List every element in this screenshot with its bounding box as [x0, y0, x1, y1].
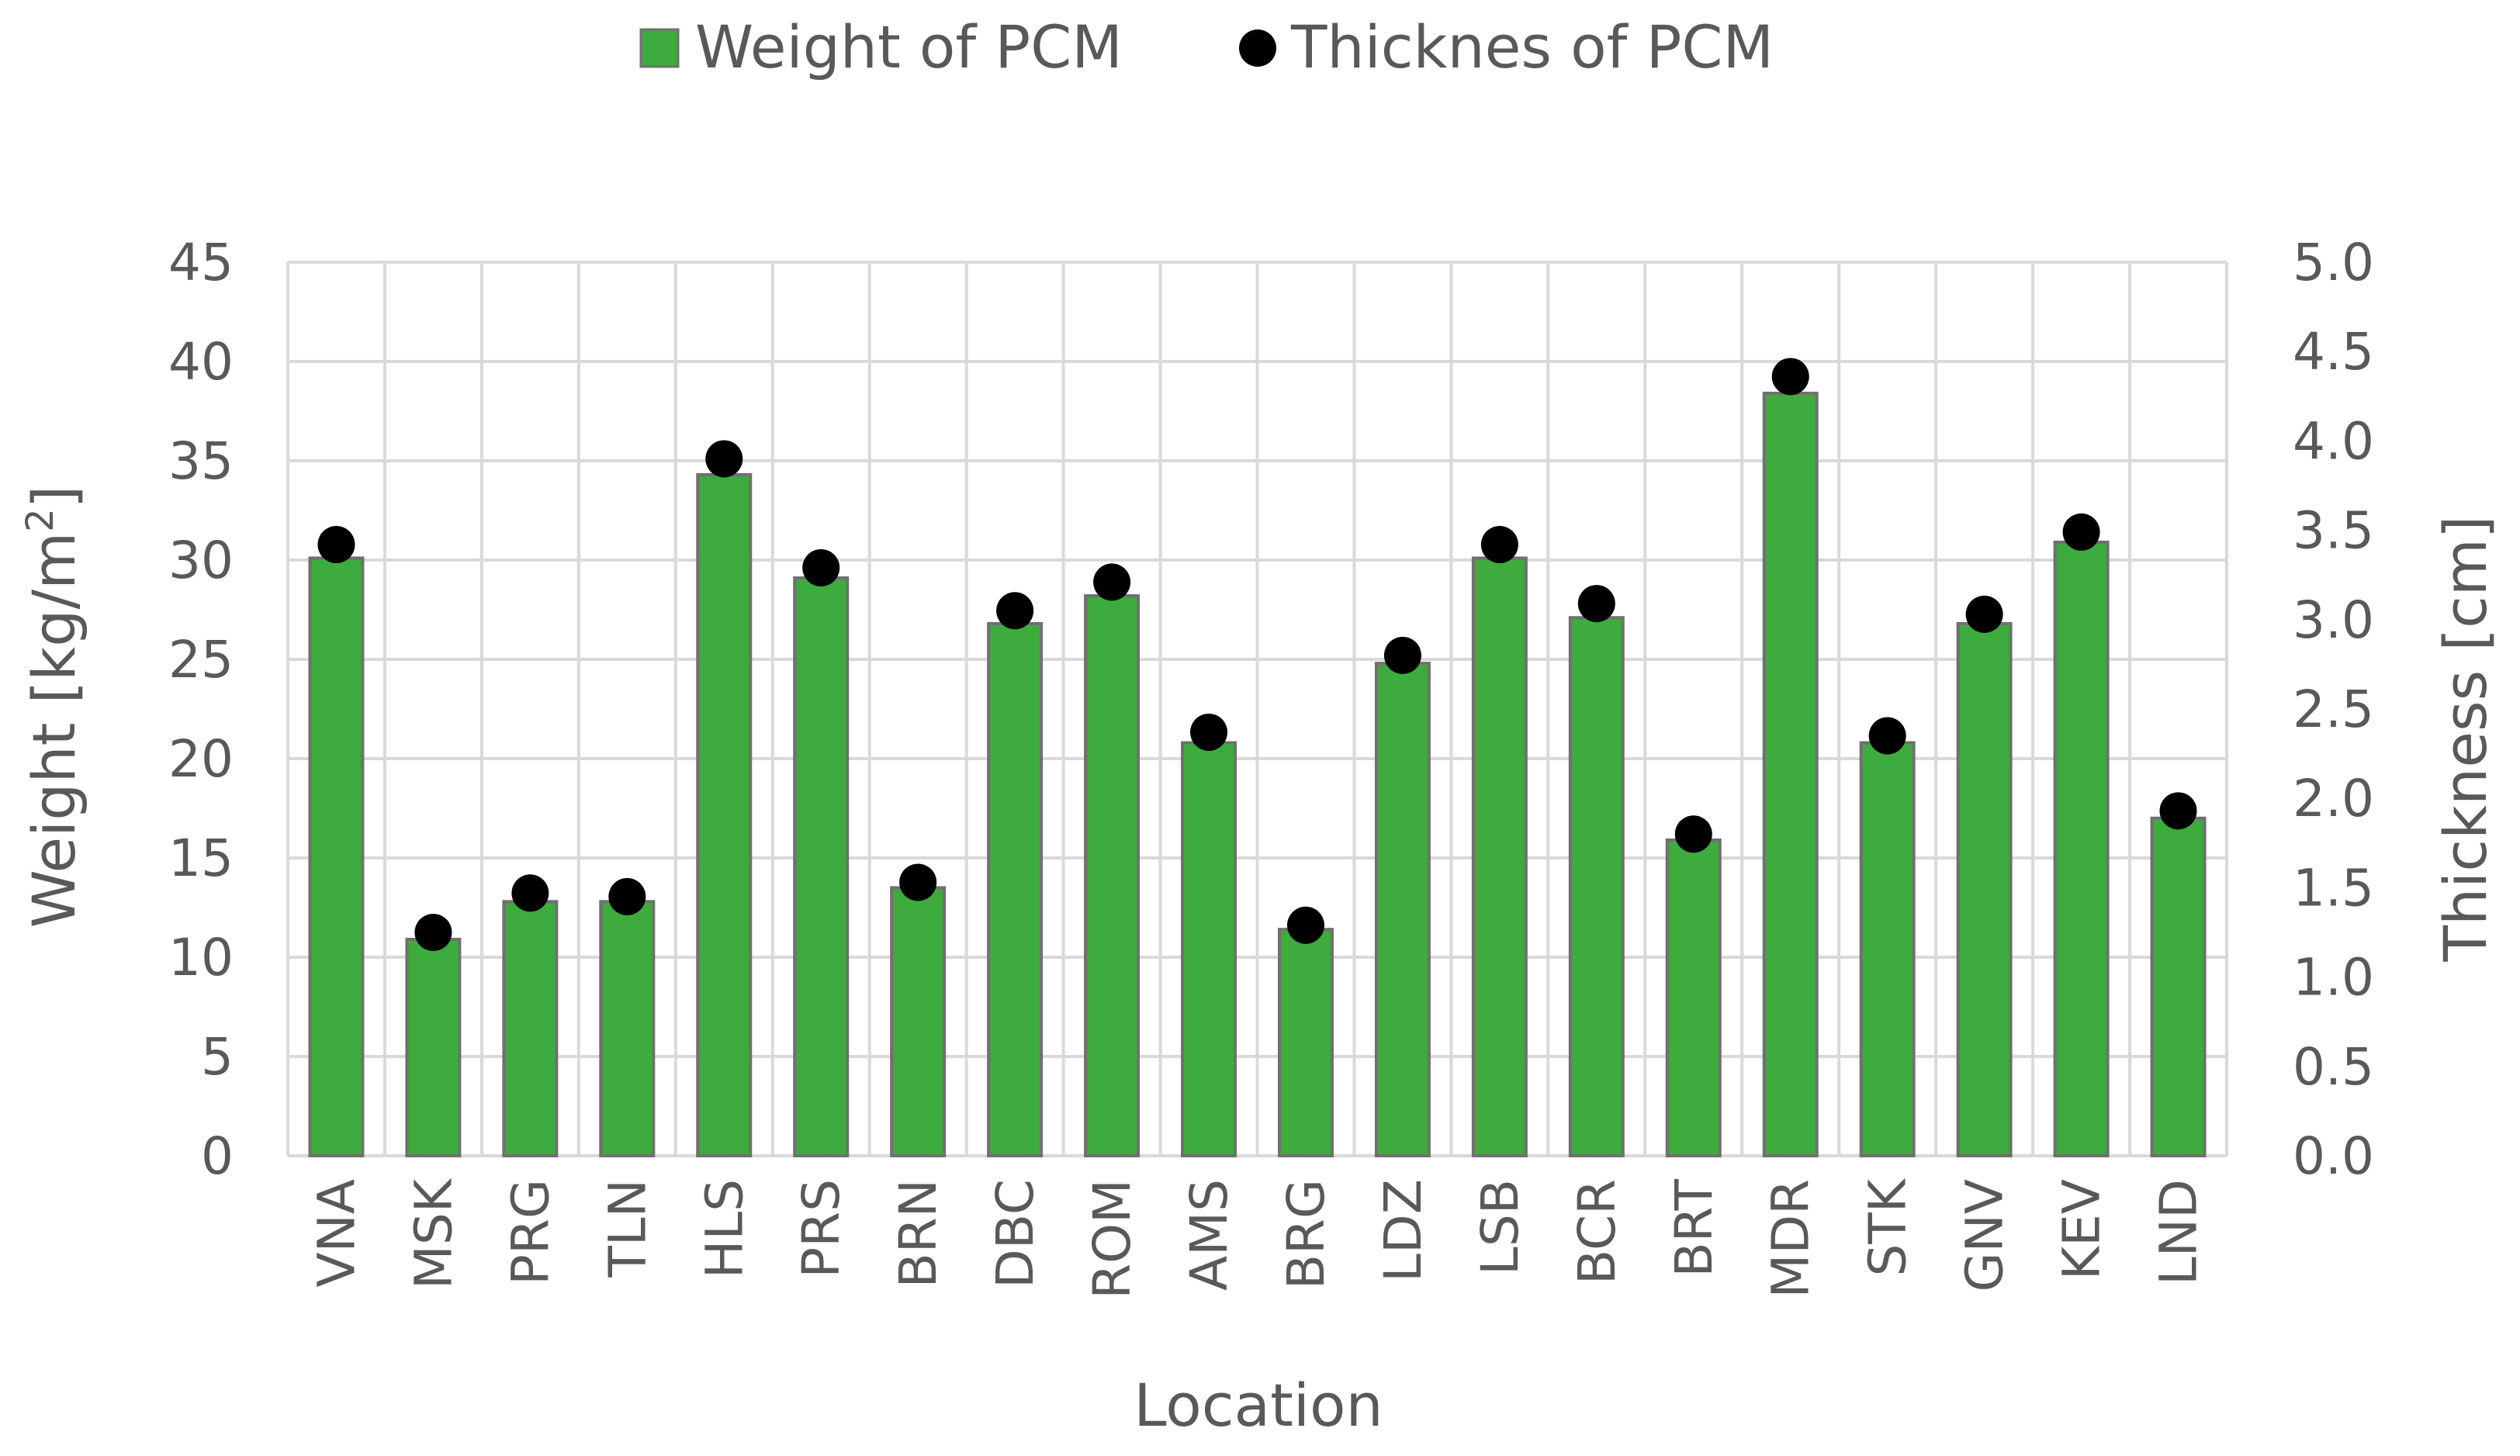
left-axis-title-main: Weight [kg/m [19, 532, 88, 928]
marker-mdr [1771, 358, 1809, 396]
bar-brt [1665, 838, 1722, 1157]
marker-dbc [996, 592, 1034, 630]
bars [308, 391, 2207, 1158]
right-axis-title: Thickness [cm] [2431, 516, 2500, 963]
bar-brg [1277, 928, 1334, 1158]
bar-ldz [1374, 662, 1431, 1157]
x-tick-label-lsb: LSB [1470, 1179, 1530, 1275]
x-tick-label-brg: BRG [1276, 1179, 1336, 1289]
x-axis-ticks: VNA MSK PRG TLN HLS PRS BRN DBC ROM AMS BRG LDZ LSB B… [306, 1178, 2208, 1299]
marker-stk [1868, 717, 1906, 755]
bar-kev [2053, 540, 2110, 1157]
bar-ams [1181, 741, 1238, 1157]
x-tick-label-rom: ROM [1082, 1179, 1142, 1299]
left-tick-label: 30 [168, 531, 234, 590]
x-tick-label-stk: STK [1858, 1178, 1918, 1276]
right-tick-label: 0.5 [2293, 1037, 2374, 1097]
marker-bcr [1577, 585, 1615, 623]
bar-vna [308, 556, 365, 1157]
marker-brn [899, 863, 937, 901]
right-tick-label: 3.5 [2293, 501, 2374, 561]
marker-msk [414, 914, 452, 951]
bar-tln [599, 900, 656, 1157]
thickness-markers [317, 358, 2197, 951]
left-tick-label: 45 [168, 233, 234, 292]
right-tick-label: 1.5 [2293, 858, 2374, 918]
bar-bcr [1568, 616, 1625, 1157]
marker-prs [802, 548, 840, 586]
x-tick-label-mdr: MDR [1761, 1179, 1821, 1299]
right-tick-label: 0.0 [2293, 1126, 2374, 1186]
marker-ldz [1383, 636, 1421, 674]
bar-mdr [1762, 391, 1819, 1157]
x-tick-label-lnd: LND [2149, 1179, 2209, 1285]
marker-brg [1286, 906, 1324, 944]
x-tick-label-prg: PRG [500, 1179, 560, 1285]
left-tick-label: 5 [201, 1027, 234, 1087]
right-axis-ticks: 0.0 0.5 1.0 1.5 2.0 2.5 3.0 3.5 4.0 4.5 5.0 [2293, 233, 2374, 1186]
bar-brn [890, 886, 947, 1158]
x-tick-label-hls: HLS [694, 1179, 754, 1278]
right-tick-label: 4.0 [2293, 411, 2374, 471]
left-tick-label: 20 [168, 729, 234, 789]
legend-label-thickness: Thicknes of PCM [1290, 12, 1774, 81]
x-tick-label-ldz: LDZ [1373, 1179, 1433, 1282]
x-tick-label-ams: AMS [1179, 1179, 1239, 1291]
bar-prs [793, 576, 850, 1157]
x-tick-label-gnv: GNV [1955, 1179, 2015, 1292]
legend-label-weight: Weight of PCM [695, 12, 1123, 81]
left-axis-title: Weight [kg/m2] [19, 486, 88, 929]
left-tick-label: 15 [168, 828, 234, 888]
marker-brt [1674, 815, 1712, 853]
right-tick-label: 2.0 [2293, 769, 2374, 828]
marker-prg [511, 874, 549, 912]
x-axis-title: Location [1134, 1371, 1383, 1440]
left-axis-ticks: 0 5 10 15 20 25 30 35 40 45 [168, 233, 234, 1186]
legend: Weight of PCM Thicknes of PCM [639, 12, 1774, 81]
left-tick-label: 10 [168, 928, 234, 987]
bar-dbc [987, 621, 1044, 1157]
marker-rom [1093, 563, 1131, 601]
marker-ams [1190, 713, 1228, 751]
x-tick-label-msk: MSK [403, 1178, 463, 1289]
bar-hls [696, 472, 753, 1157]
x-tick-label-tln: TLN [597, 1179, 657, 1278]
x-tick-label-bcr: BCR [1567, 1179, 1627, 1285]
legend-swatch-weight [639, 28, 680, 68]
x-tick-label-prs: PRS [791, 1179, 851, 1278]
x-tick-label-brt: BRT [1664, 1178, 1724, 1277]
bar-gnv [1956, 621, 2013, 1157]
gridlines [286, 261, 2228, 1157]
bar-prg [502, 900, 559, 1157]
marker-vna [317, 526, 355, 564]
right-tick-label: 4.5 [2293, 322, 2374, 382]
bar-lsb [1471, 556, 1528, 1157]
x-tick-label-vna: VNA [306, 1179, 366, 1288]
marker-gnv [1965, 595, 2003, 633]
marker-kev [2062, 513, 2100, 551]
left-tick-label: 0 [201, 1126, 234, 1186]
right-tick-label: 5.0 [2293, 233, 2374, 292]
x-tick-label-dbc: DBC [985, 1179, 1045, 1288]
marker-tln [608, 877, 646, 915]
x-tick-label-kev: KEV [2052, 1179, 2112, 1280]
right-tick-label: 3.0 [2293, 590, 2374, 650]
left-axis-title-end: ] [19, 486, 88, 509]
bar-rom [1084, 594, 1141, 1157]
marker-lnd [2159, 792, 2197, 830]
left-tick-label: 25 [168, 630, 234, 690]
left-tick-label: 40 [168, 332, 234, 392]
left-axis-title-sup: 2 [19, 508, 62, 532]
bar-stk [1859, 741, 1916, 1157]
left-tick-label: 35 [168, 431, 234, 491]
right-tick-label: 2.5 [2293, 680, 2374, 739]
bar-lnd [2150, 816, 2207, 1158]
x-tick-label-brn: BRN [888, 1179, 948, 1288]
marker-hls [705, 440, 743, 478]
legend-marker-thickness [1239, 29, 1276, 67]
right-tick-label: 1.0 [2293, 948, 2374, 1008]
bar-msk [405, 937, 462, 1157]
marker-lsb [1480, 526, 1518, 564]
